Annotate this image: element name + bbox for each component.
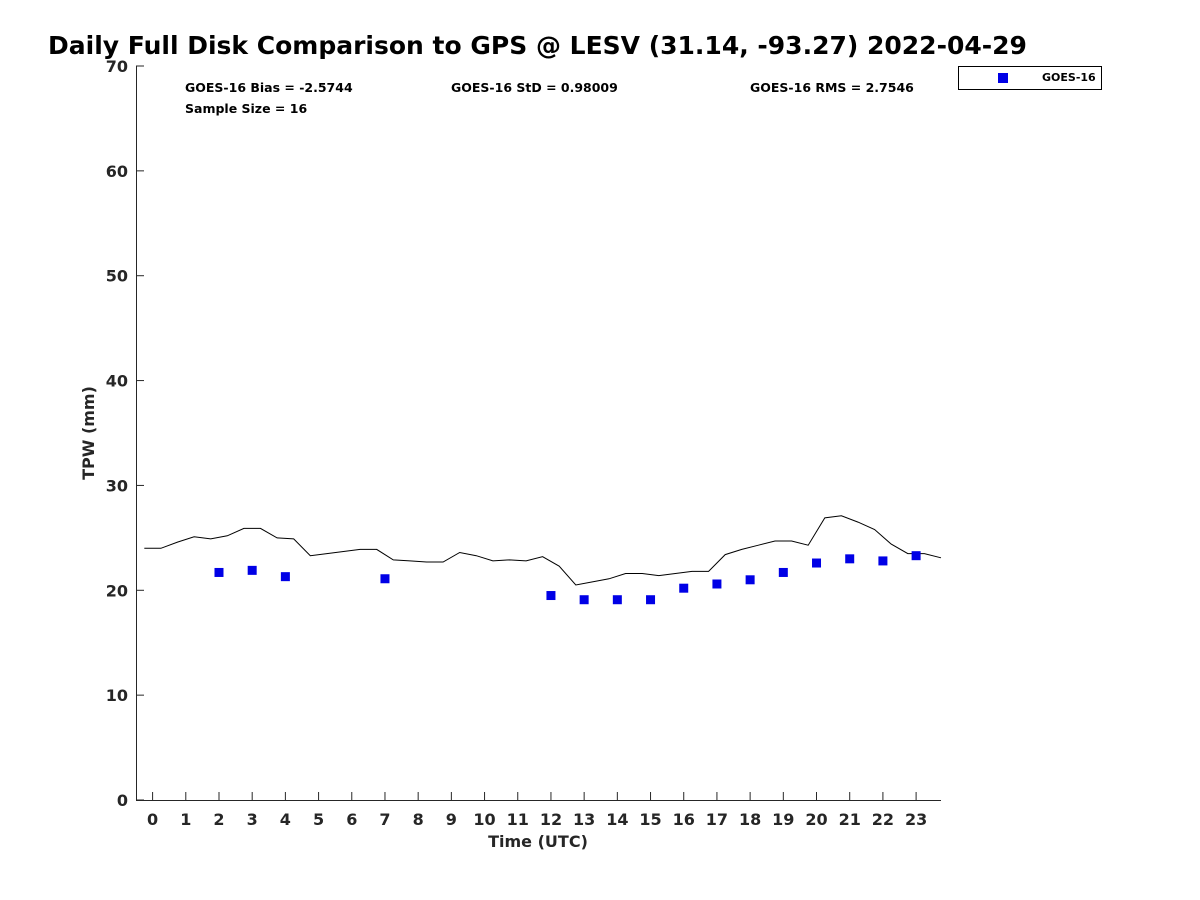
legend: GOES-16 xyxy=(958,66,1102,90)
y-tick-label: 40 xyxy=(106,372,128,391)
x-tick-label: 15 xyxy=(639,810,661,829)
x-tick-label: 17 xyxy=(706,810,728,829)
x-tick-label: 23 xyxy=(905,810,927,829)
stat-std: GOES-16 StD = 0.98009 xyxy=(451,80,618,95)
x-tick-label: 8 xyxy=(413,810,424,829)
goes16-point xyxy=(612,595,622,605)
gps-line-series xyxy=(144,515,942,586)
goes16-point xyxy=(911,551,921,561)
goes16-point xyxy=(280,572,290,582)
x-tick-label: 20 xyxy=(805,810,827,829)
goes16-point xyxy=(812,558,822,568)
legend-box xyxy=(958,66,1102,90)
y-tick-label: 0 xyxy=(117,791,128,810)
x-tick-label: 7 xyxy=(379,810,390,829)
goes16-point xyxy=(679,583,689,593)
goes16-point xyxy=(546,591,556,601)
goes16-point xyxy=(712,579,722,589)
goes16-point xyxy=(380,574,390,584)
x-tick-label: 11 xyxy=(507,810,529,829)
x-axis-ticks: 0 1 2 3 4 5 6 7 8 9 10 11 12 13 14 15 16 17 18 19 20 21 22 23 xyxy=(147,792,927,829)
goes16-point xyxy=(845,554,855,564)
x-tick-label: 16 xyxy=(673,810,695,829)
y-axis-ticks: 0 10 20 30 40 50 60 70 xyxy=(106,57,144,810)
x-tick-label: 5 xyxy=(313,810,324,829)
x-tick-label: 12 xyxy=(540,810,562,829)
x-tick-label: 1 xyxy=(180,810,191,829)
y-tick-label: 70 xyxy=(106,57,128,76)
x-tick-label: 10 xyxy=(473,810,495,829)
goes16-point xyxy=(778,567,788,577)
y-tick-label: 50 xyxy=(106,267,128,286)
x-tick-label: 2 xyxy=(213,810,224,829)
y-tick-label: 30 xyxy=(106,476,128,495)
x-tick-label: 4 xyxy=(280,810,291,829)
x-tick-label: 0 xyxy=(147,810,158,829)
stat-sample-size: Sample Size = 16 xyxy=(185,101,307,116)
goes16-points-series xyxy=(214,551,921,605)
x-tick-label: 21 xyxy=(839,810,861,829)
y-axis-label: TPW (mm) xyxy=(79,386,98,480)
x-tick-label: 22 xyxy=(872,810,894,829)
legend-goes16-marker xyxy=(998,73,1008,83)
gps-series-line xyxy=(144,515,942,586)
goes16-point xyxy=(579,595,589,605)
chart-title: Daily Full Disk Comparison to GPS @ LESV… xyxy=(48,31,1027,60)
x-tick-label: 9 xyxy=(446,810,457,829)
goes16-point xyxy=(646,595,656,605)
legend-goes16-label: GOES-16 xyxy=(1042,71,1096,84)
plot-axes xyxy=(136,66,941,801)
y-tick-label: 60 xyxy=(106,162,128,181)
stat-bias: GOES-16 Bias = -2.5744 xyxy=(185,80,353,95)
x-tick-label: 13 xyxy=(573,810,595,829)
goes16-point xyxy=(878,556,888,566)
goes16-point xyxy=(745,575,755,585)
x-axis-label: Time (UTC) xyxy=(488,832,588,851)
goes16-point xyxy=(214,567,224,577)
x-tick-label: 14 xyxy=(606,810,628,829)
x-tick-label: 6 xyxy=(346,810,357,829)
y-tick-label: 10 xyxy=(106,686,128,705)
x-tick-label: 19 xyxy=(772,810,794,829)
x-tick-label: 3 xyxy=(247,810,258,829)
stat-rms: GOES-16 RMS = 2.7546 xyxy=(750,80,914,95)
goes16-point xyxy=(247,565,257,575)
y-tick-label: 20 xyxy=(106,581,128,600)
x-tick-label: 18 xyxy=(739,810,761,829)
